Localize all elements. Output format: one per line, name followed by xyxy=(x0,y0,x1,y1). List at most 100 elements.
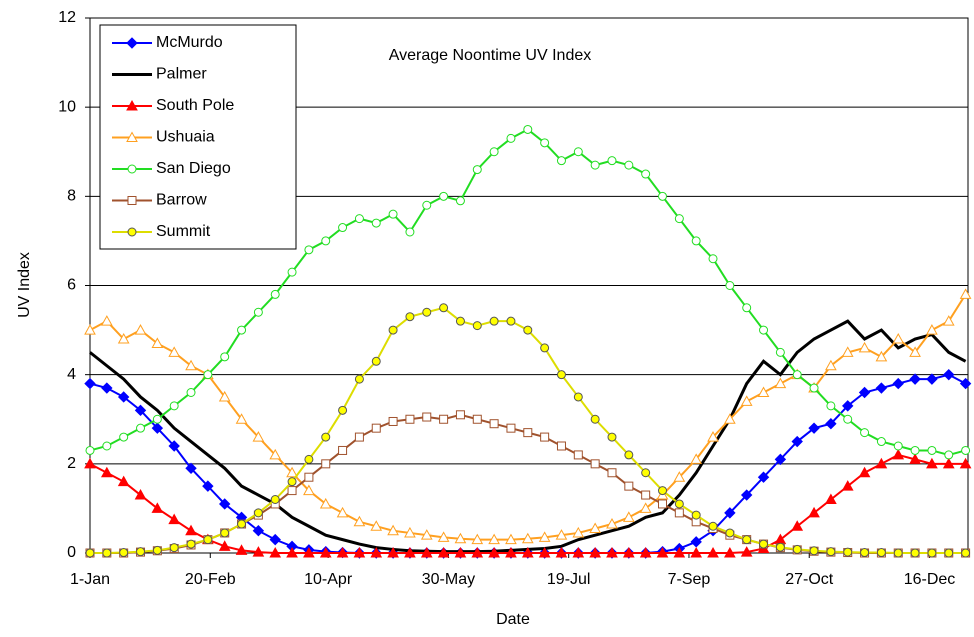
marker xyxy=(252,431,265,442)
marker xyxy=(455,196,465,206)
legend-label: Summit xyxy=(156,223,211,240)
marker xyxy=(321,459,331,469)
marker xyxy=(439,414,449,424)
marker xyxy=(455,410,465,420)
marker xyxy=(454,532,467,544)
legend-label: Palmer xyxy=(156,66,207,83)
marker xyxy=(944,548,954,558)
marker xyxy=(134,324,147,335)
marker xyxy=(757,471,770,483)
marker xyxy=(540,432,550,442)
y-tick-label: 8 xyxy=(67,188,76,205)
marker xyxy=(270,289,280,299)
marker xyxy=(168,440,180,452)
marker xyxy=(759,325,769,335)
marker xyxy=(843,547,853,557)
marker xyxy=(540,138,550,148)
marker xyxy=(387,524,399,536)
marker xyxy=(573,392,583,402)
marker xyxy=(909,453,921,464)
marker xyxy=(471,546,484,558)
marker xyxy=(875,350,888,362)
x-tick-label: 1-Jan xyxy=(70,571,110,588)
marker xyxy=(134,404,147,417)
marker xyxy=(521,532,534,544)
marker xyxy=(455,316,465,326)
marker xyxy=(740,546,753,557)
marker xyxy=(742,303,752,313)
marker xyxy=(556,370,566,380)
marker xyxy=(220,352,230,362)
marker xyxy=(321,236,331,246)
marker xyxy=(168,513,181,525)
marker xyxy=(876,548,886,558)
marker xyxy=(808,506,820,518)
marker xyxy=(472,321,482,331)
marker xyxy=(151,502,164,513)
marker xyxy=(943,368,955,381)
marker xyxy=(136,547,146,557)
marker xyxy=(134,489,147,500)
marker xyxy=(235,544,248,555)
marker xyxy=(253,307,263,317)
legend-label: South Pole xyxy=(156,97,234,114)
marker xyxy=(126,99,138,111)
marker xyxy=(892,448,905,460)
marker xyxy=(656,546,669,558)
marker xyxy=(673,471,686,482)
marker xyxy=(740,489,753,501)
marker xyxy=(405,227,415,237)
marker xyxy=(555,529,568,540)
marker xyxy=(959,377,972,390)
marker xyxy=(927,548,937,558)
marker xyxy=(84,324,96,335)
y-tick-label: 6 xyxy=(67,277,76,294)
x-tick-label: 30-May xyxy=(422,571,475,588)
marker xyxy=(420,529,433,540)
marker xyxy=(506,316,516,326)
marker xyxy=(624,481,634,491)
marker xyxy=(388,325,398,335)
marker xyxy=(774,377,787,389)
marker xyxy=(127,196,137,205)
marker xyxy=(624,450,634,460)
marker xyxy=(607,468,617,478)
marker xyxy=(658,191,668,201)
legend-label: San Diego xyxy=(156,160,231,177)
marker xyxy=(708,254,718,264)
marker xyxy=(185,462,197,474)
marker xyxy=(420,546,433,558)
marker xyxy=(725,528,735,538)
marker xyxy=(691,510,701,520)
marker xyxy=(959,288,972,299)
marker xyxy=(607,156,617,166)
marker xyxy=(825,418,837,430)
marker xyxy=(388,416,398,426)
marker xyxy=(336,506,349,518)
y-axis-title: UV Index xyxy=(16,252,33,318)
marker xyxy=(927,445,937,455)
marker xyxy=(589,546,602,558)
marker xyxy=(690,546,703,558)
marker xyxy=(127,164,137,174)
marker xyxy=(303,546,315,558)
marker xyxy=(319,497,332,509)
chart-title: Average Noontime UV Index xyxy=(389,47,591,64)
marker xyxy=(860,548,870,558)
marker xyxy=(538,546,551,558)
marker xyxy=(489,147,499,157)
marker xyxy=(220,528,230,538)
marker xyxy=(606,517,618,529)
marker xyxy=(641,490,651,500)
marker xyxy=(774,453,787,466)
marker xyxy=(269,546,282,558)
marker xyxy=(826,401,836,411)
x-axis-title: Date xyxy=(496,611,530,628)
marker xyxy=(319,546,332,558)
marker xyxy=(85,445,95,455)
marker xyxy=(218,540,231,551)
marker xyxy=(422,307,432,317)
marker xyxy=(826,547,836,557)
marker xyxy=(270,495,280,504)
marker xyxy=(489,316,499,326)
